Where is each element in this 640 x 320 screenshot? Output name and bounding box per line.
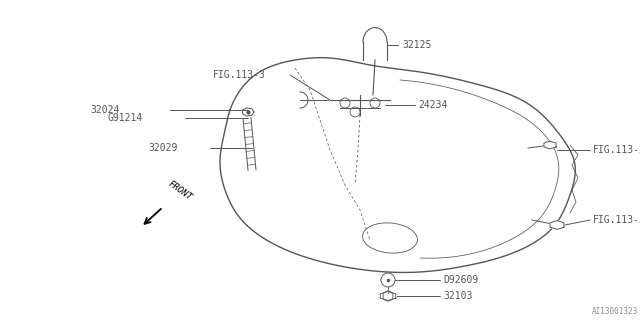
Text: 32024: 32024 [90,105,120,115]
Polygon shape [220,58,575,272]
Text: FRONT: FRONT [166,179,193,202]
Text: 32103: 32103 [443,291,472,301]
Text: FIG.113-3: FIG.113-3 [213,70,266,80]
Polygon shape [550,220,564,229]
Text: FIG.113-3: FIG.113-3 [593,215,640,225]
Text: AI13001323: AI13001323 [592,307,638,316]
Text: 32125: 32125 [402,40,431,50]
Text: D92609: D92609 [443,275,478,285]
Polygon shape [380,292,396,300]
Text: FIG.113-3: FIG.113-3 [593,145,640,155]
Polygon shape [544,141,556,149]
Text: 32029: 32029 [148,143,177,153]
Text: 24234: 24234 [418,100,447,110]
Text: G91214: G91214 [108,113,143,123]
